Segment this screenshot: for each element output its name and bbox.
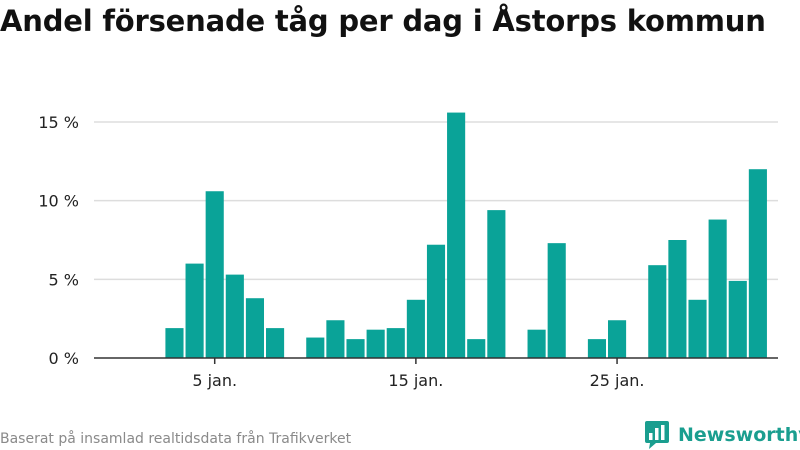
bar[interactable] <box>366 329 385 358</box>
bar[interactable] <box>728 280 747 358</box>
bar[interactable] <box>406 299 425 358</box>
bar[interactable] <box>326 320 345 358</box>
bar[interactable] <box>346 339 365 358</box>
brand-logo[interactable]: Newsworthy <box>644 420 800 450</box>
y-tick-label: 5 % <box>49 270 79 289</box>
bar[interactable] <box>527 329 546 358</box>
bar[interactable] <box>205 191 224 358</box>
bar[interactable] <box>668 240 687 358</box>
y-axis-tick-labels: 0 % 5 % 10 % 15 % <box>38 113 79 368</box>
bar[interactable] <box>165 328 184 358</box>
bar-chart: 0 % 5 % 10 % 15 % 5 jan. 15 jan. 25 jan. <box>38 112 778 390</box>
bar[interactable] <box>185 263 204 358</box>
chart-title: Andel försenade tåg per dag i Åstorps ko… <box>0 4 766 38</box>
brand-name: Newsworthy <box>678 424 800 446</box>
newsworthy-logo-icon <box>645 421 669 449</box>
bar[interactable] <box>467 339 486 358</box>
x-tick-label: 25 jan. <box>590 371 645 390</box>
x-axis: 5 jan. 15 jan. 25 jan. <box>94 357 778 390</box>
bar[interactable] <box>688 299 707 358</box>
y-tick-label: 15 % <box>38 113 79 132</box>
bar[interactable] <box>225 274 244 358</box>
bar[interactable] <box>708 219 727 358</box>
bar[interactable] <box>426 244 446 358</box>
source-note: Baserat på insamlad realtidsdata från Tr… <box>0 431 352 447</box>
bar[interactable] <box>608 320 627 358</box>
bar[interactable] <box>547 243 566 358</box>
y-tick-label: 0 % <box>49 349 79 368</box>
bar[interactable] <box>587 339 606 358</box>
bar[interactable] <box>447 112 466 359</box>
bar[interactable] <box>648 265 667 358</box>
bar[interactable] <box>386 328 405 358</box>
y-tick-label: 10 % <box>38 192 79 211</box>
x-tick-label: 15 jan. <box>388 371 443 390</box>
bar[interactable] <box>306 337 325 358</box>
bar[interactable] <box>487 210 506 358</box>
bar[interactable] <box>266 328 285 358</box>
bar[interactable] <box>748 169 767 358</box>
bars <box>165 112 767 359</box>
x-tick-label: 5 jan. <box>192 371 237 390</box>
bar[interactable] <box>245 298 264 358</box>
